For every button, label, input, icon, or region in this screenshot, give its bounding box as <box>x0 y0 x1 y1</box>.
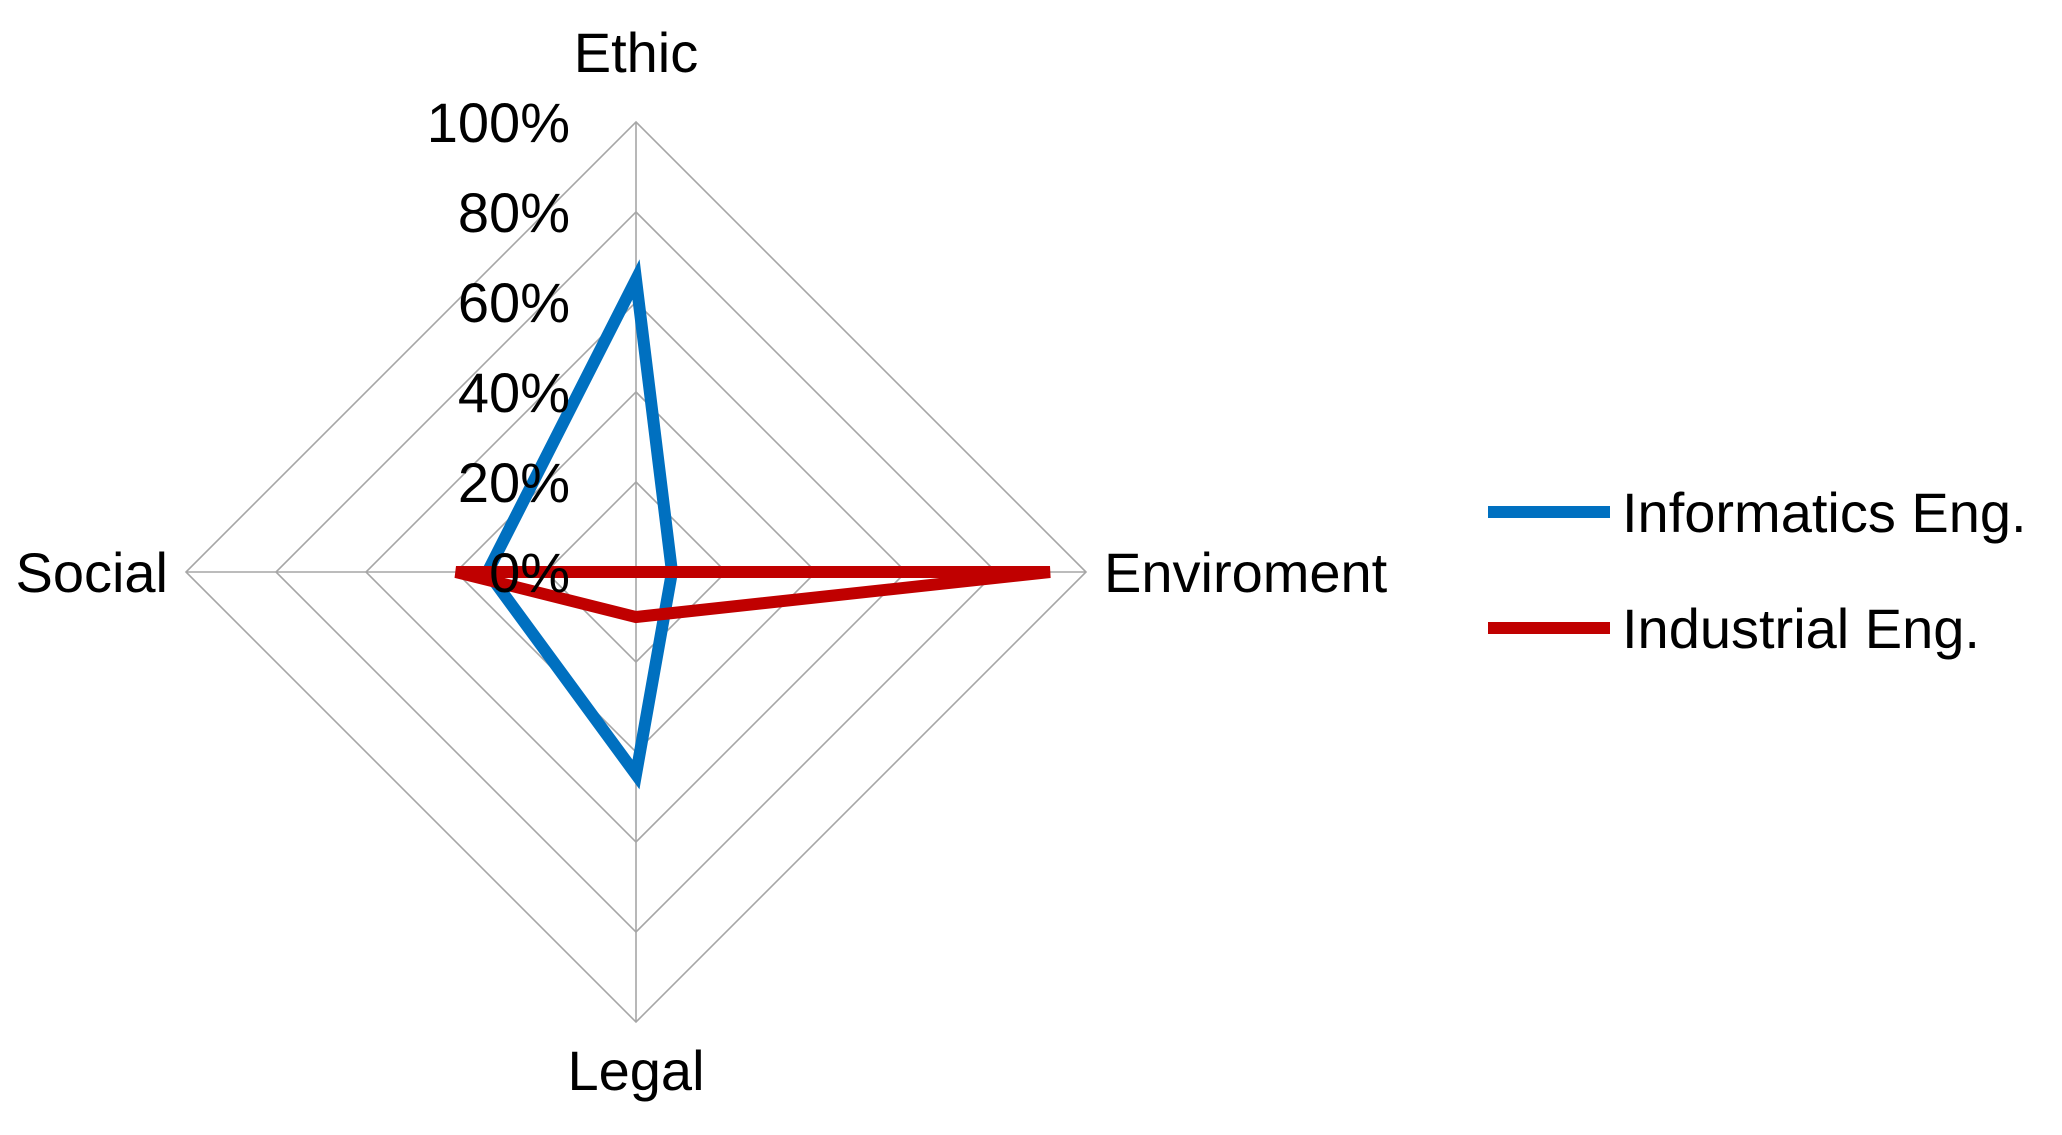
radial-tick-labels: 0% 20% 40% 60% 80% 100% <box>427 91 570 604</box>
radar-axis-labels: Ethic Enviroment Legal Social <box>15 21 1387 1102</box>
tick-label: 0% <box>489 541 570 604</box>
tick-label: 60% <box>458 271 570 334</box>
series-line <box>480 259 679 790</box>
series-line <box>454 566 1051 624</box>
radar-grid <box>184 120 1088 1024</box>
axis-label: Enviroment <box>1104 541 1388 604</box>
legend: Informatics Eng. Industrial Eng. <box>1488 481 2027 660</box>
axis-label: Legal <box>567 1039 704 1102</box>
tick-label: 40% <box>458 361 570 424</box>
axis-label: Ethic <box>574 21 699 84</box>
legend-label: Industrial Eng. <box>1622 597 1980 660</box>
radar-series <box>454 259 1051 790</box>
tick-label: 20% <box>458 451 570 514</box>
tick-label: 100% <box>427 91 570 154</box>
tick-label: 80% <box>458 181 570 244</box>
axis-label: Social <box>15 541 168 604</box>
legend-label: Informatics Eng. <box>1622 481 2027 544</box>
